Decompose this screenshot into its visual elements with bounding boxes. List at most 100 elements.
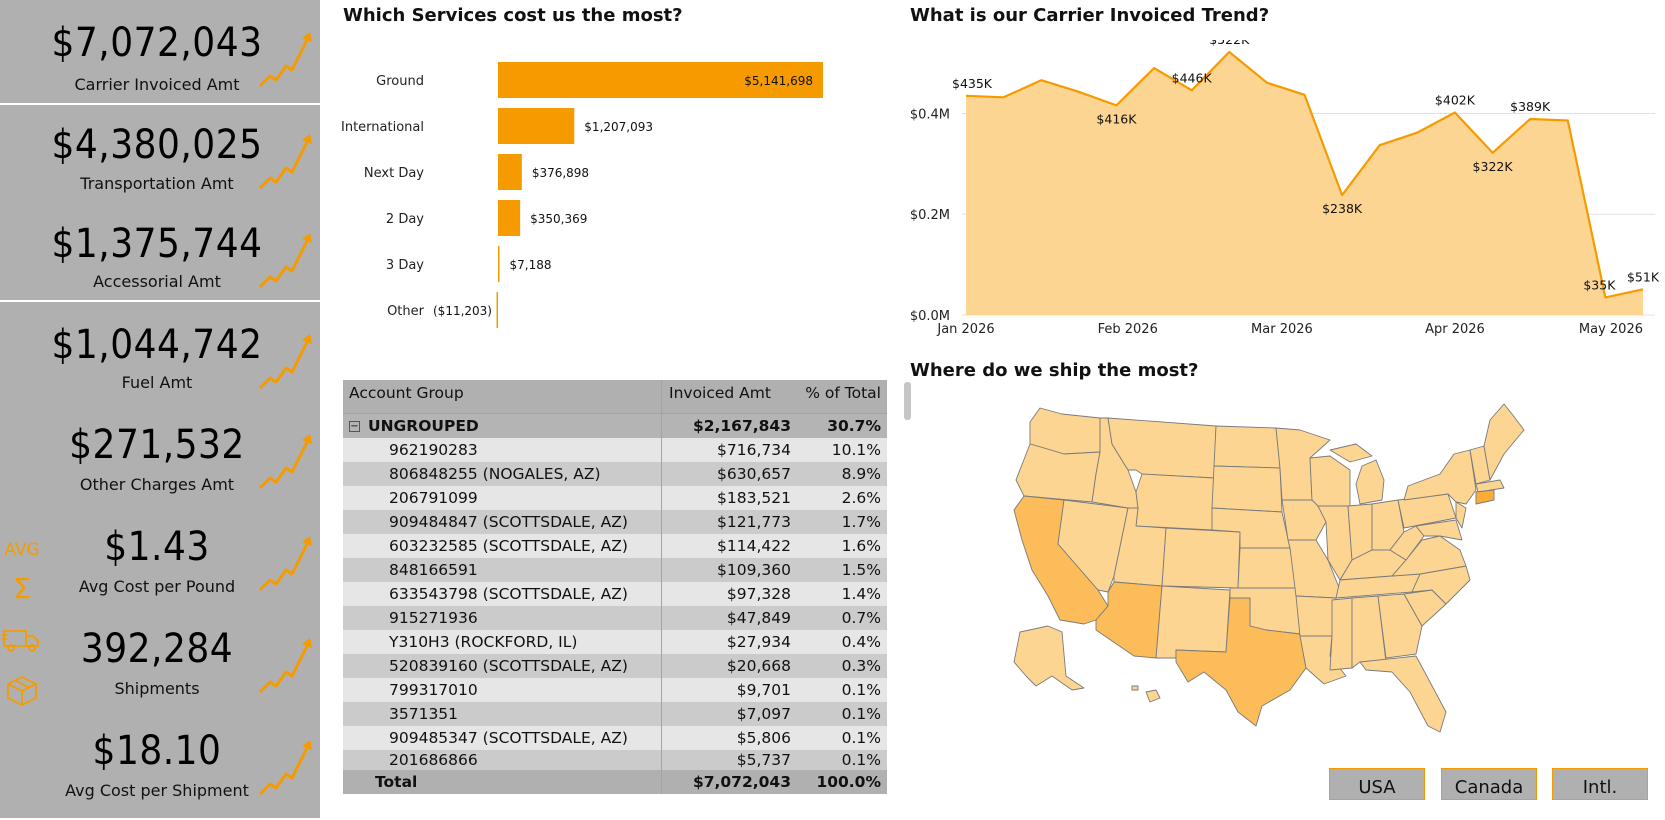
table-row[interactable]: 915271936 $47,849 0.7% (343, 606, 887, 630)
table-row[interactable]: 633543798 (SCOTTSDALE, AZ) $97,328 1.4% (343, 582, 887, 606)
trend-line[interactable] (965, 50, 1644, 299)
table-row[interactable]: 848166591 $109,360 1.5% (343, 558, 887, 582)
state-connecticut[interactable] (1475, 489, 1495, 505)
column-header-invoiced-amt[interactable]: Invoiced Amt ▼ (663, 384, 797, 402)
state-kansas[interactable] (1237, 547, 1297, 589)
account-cell: 915271936 (389, 609, 478, 627)
invoiced-amt-cell: $7,097 (736, 705, 791, 723)
avg-toggle[interactable]: AVG (0, 530, 44, 570)
table-header-row: Account Group Invoiced Amt ▼ % of Total (343, 380, 887, 414)
state-colorado[interactable] (1161, 527, 1241, 589)
invoiced-amt-cell: $5,806 (736, 729, 791, 747)
pct-cell: 0.1% (841, 751, 881, 769)
services-chart-title: Which Services cost us the most? (343, 5, 683, 26)
kpi-card-transportation[interactable]: $4,380,025 Transportation Amt (0, 105, 320, 201)
sigma-icon[interactable]: Σ (13, 571, 31, 605)
us-shipping-map (1013, 403, 1525, 733)
table-row[interactable]: 962190283 $716,734 10.1% (343, 438, 887, 462)
state-texas[interactable] (1175, 597, 1307, 727)
column-header-pct-total[interactable]: % of Total (805, 384, 881, 402)
pct-cell: 8.9% (841, 465, 881, 483)
state-arizona[interactable] (1095, 581, 1163, 659)
point-data-label: $416K (1096, 111, 1137, 126)
state-massachusetts[interactable] (1475, 479, 1505, 493)
collapse-icon[interactable]: − (349, 420, 360, 432)
state-arkansas[interactable] (1295, 595, 1337, 637)
table-row[interactable]: 206791099 $183,521 2.6% (343, 486, 887, 510)
table-row[interactable]: 3571351 $7,097 0.1% (343, 702, 887, 726)
service-bar[interactable] (498, 108, 575, 144)
kpi-value: $4,380,025 (51, 122, 263, 168)
state-alaska[interactable] (1013, 625, 1085, 691)
x-tick-label: Apr 2026 (1425, 322, 1485, 337)
state-new-mexico[interactable] (1155, 585, 1231, 659)
state-oregon[interactable] (1015, 443, 1101, 503)
state-wisconsin[interactable] (1309, 455, 1351, 507)
table-row[interactable]: 909485347 (SCOTTSDALE, AZ) $5,806 0.1% (343, 726, 887, 750)
kpi-label: Avg Cost per Shipment (65, 781, 249, 800)
state-florida[interactable] (1359, 655, 1447, 733)
state-new-jersey[interactable] (1455, 501, 1467, 529)
trend-up-icon (258, 134, 312, 190)
group-pct: 30.7% (827, 417, 881, 435)
y-tick-label: $0.0M (910, 309, 950, 324)
total-amt: $7,072,043 (692, 773, 791, 791)
area-fill (966, 52, 1643, 315)
pct-cell: 1.7% (841, 513, 881, 531)
region-button-usa[interactable]: USA (1329, 768, 1425, 800)
kpi-value: $1,375,744 (51, 221, 263, 267)
state-wyoming[interactable] (1135, 473, 1215, 531)
account-cell: 206791099 (389, 489, 478, 507)
kpi-card-carrier-invoiced[interactable]: $7,072,043 Carrier Invoiced Amt (0, 0, 320, 103)
state-maine[interactable] (1483, 403, 1525, 481)
column-header-account-group[interactable]: Account Group (349, 384, 464, 402)
bar-category-label: Ground (376, 74, 424, 89)
kpi-card-other-charges[interactable]: $271,532 Other Charges Amt (0, 400, 320, 502)
table-scrollbar[interactable] (904, 382, 911, 420)
state-mississippi[interactable] (1329, 597, 1353, 671)
table-row[interactable]: 201686866 $5,737 0.1% (343, 750, 887, 770)
state-north-dakota[interactable] (1213, 425, 1281, 469)
service-bar[interactable] (498, 246, 500, 282)
kpi-card-accessorial[interactable]: $1,375,744 Accessorial Amt (0, 201, 320, 300)
kpi-label: Avg Cost per Pound (78, 577, 236, 596)
kpi-card-shipments[interactable]: 392,284 Shipments (0, 604, 320, 706)
table-row[interactable]: 520839160 (SCOTTSDALE, AZ) $20,668 0.3% (343, 654, 887, 678)
state-hawaii[interactable] (1131, 685, 1161, 703)
table-row[interactable]: Y310H3 (ROCKFORD, IL) $27,934 0.4% (343, 630, 887, 654)
state-michigan[interactable] (1329, 443, 1385, 505)
delivery-truck-icon[interactable] (0, 620, 44, 660)
state-new-york[interactable] (1403, 449, 1477, 505)
kpi-card-avg-cost-per-pound[interactable]: $1.43 Avg Cost per Pound (0, 502, 320, 604)
table-row[interactable]: 806848255 (NOGALES, AZ) $630,657 8.9% (343, 462, 887, 486)
service-bar[interactable] (498, 62, 823, 98)
kpi-card-fuel[interactable]: $1,044,742 Fuel Amt (0, 302, 320, 400)
state-maryland[interactable] (1415, 519, 1463, 541)
kpi-panel: $7,072,043 Carrier Invoiced Amt $4,380,0… (0, 0, 320, 820)
table-group-row[interactable]: − UNGROUPED $2,167,843 30.7% (343, 414, 887, 438)
bar-data-label: $350,369 (530, 212, 587, 226)
pct-cell: 1.6% (841, 537, 881, 555)
state-south-dakota[interactable] (1211, 465, 1283, 513)
account-cell: 806848255 (NOGALES, AZ) (389, 465, 601, 483)
kpi-card-avg-cost-per-shipment[interactable]: $18.10 Avg Cost per Shipment (0, 706, 320, 818)
account-cell: Y310H3 (ROCKFORD, IL) (389, 633, 578, 651)
region-button-intl[interactable]: Intl. (1552, 768, 1648, 800)
bar-category-label: 2 Day (386, 212, 424, 227)
service-bar[interactable] (498, 154, 522, 190)
kpi-label: Carrier Invoiced Amt (74, 75, 240, 94)
account-group-table: Account Group Invoiced Amt ▼ % of Total … (343, 380, 887, 794)
state-georgia[interactable] (1377, 593, 1423, 659)
invoiced-amt-cell: $5,737 (736, 751, 791, 769)
trend-up-icon (258, 638, 312, 694)
kpi-value: $1,044,742 (51, 322, 263, 368)
package-box-icon[interactable] (0, 670, 44, 710)
table-row[interactable]: 799317010 $9,701 0.1% (343, 678, 887, 702)
region-button-canada[interactable]: Canada (1441, 768, 1537, 800)
x-tick-label: Feb 2026 (1098, 322, 1158, 337)
table-row[interactable]: 603232585 (SCOTTSDALE, AZ) $114,422 1.6% (343, 534, 887, 558)
table-row[interactable]: 909484847 (SCOTTSDALE, AZ) $121,773 1.7% (343, 510, 887, 534)
group-name: UNGROUPED (368, 417, 479, 435)
service-bar[interactable] (498, 200, 521, 236)
service-bar[interactable] (496, 292, 499, 328)
